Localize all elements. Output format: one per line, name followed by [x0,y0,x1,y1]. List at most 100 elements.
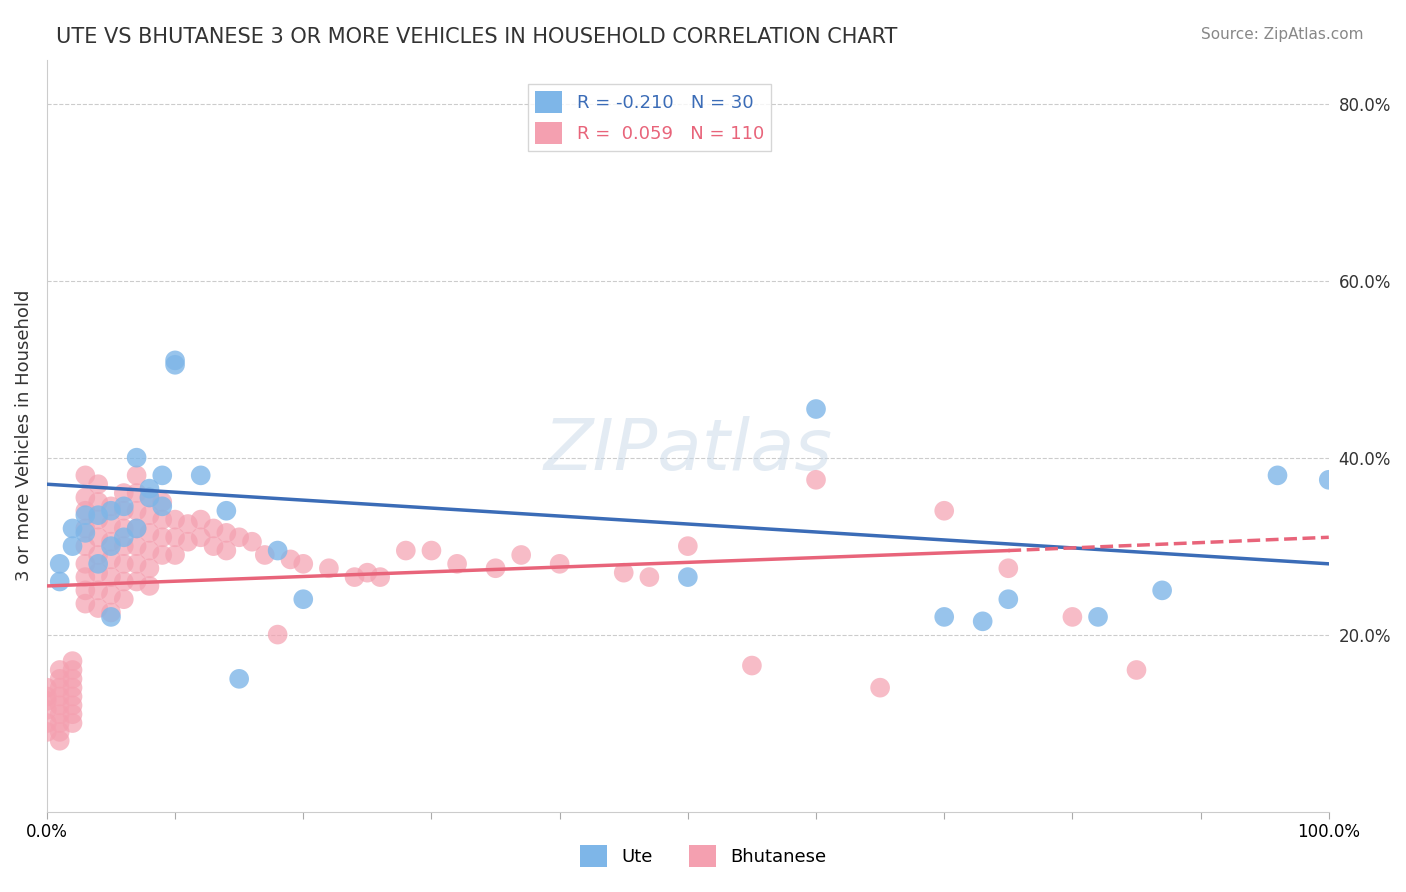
Point [100,500,122,514]
Point [62,690,84,704]
Point [125,504,148,518]
Point [150,500,173,514]
Point [100,570,122,584]
Legend: R = -0.210   N = 30, R =  0.059   N = 110: R = -0.210 N = 30, R = 0.059 N = 110 [527,84,770,151]
Point [100,534,122,549]
Point [48,733,70,747]
Point [62,521,84,535]
Point [62,707,84,722]
Point [997,592,1019,607]
Point [48,557,70,571]
Point [292,557,315,571]
Point [112,539,135,553]
Point [62,698,84,713]
Point [202,539,225,553]
Point [138,491,160,505]
Point [1087,610,1109,624]
Point [150,495,173,509]
Point [112,521,135,535]
Point [48,707,70,722]
Point [165,358,187,372]
Point [638,570,661,584]
Point [202,521,225,535]
Point [138,561,160,575]
Point [228,672,250,686]
Point [548,557,571,571]
Point [48,690,70,704]
Point [48,716,70,731]
Point [112,504,135,518]
Point [87,495,110,509]
Legend: Ute, Bhutanese: Ute, Bhutanese [572,838,834,874]
Point [343,570,366,584]
Point [215,543,238,558]
Point [87,548,110,562]
Point [934,504,956,518]
Point [368,570,391,584]
Point [62,654,84,668]
Point [165,530,187,544]
Point [125,539,148,553]
Point [125,486,148,500]
Point [177,516,200,531]
Point [150,513,173,527]
Point [75,468,97,483]
Point [356,566,378,580]
Point [35,681,58,695]
Point [446,557,468,571]
Point [228,530,250,544]
Point [138,525,160,540]
Point [280,552,302,566]
Point [676,539,699,553]
Point [112,592,135,607]
Point [165,513,187,527]
Point [318,561,340,575]
Point [125,574,148,589]
Text: UTE VS BHUTANESE 3 OR MORE VEHICLES IN HOUSEHOLD CORRELATION CHART: UTE VS BHUTANESE 3 OR MORE VEHICLES IN H… [56,27,897,46]
Point [420,543,443,558]
Point [48,681,70,695]
Point [484,561,506,575]
Point [292,592,315,607]
Point [138,482,160,496]
Point [100,588,122,602]
Point [48,672,70,686]
Point [62,672,84,686]
Point [75,491,97,505]
Point [100,610,122,624]
Point [87,557,110,571]
Point [100,504,122,518]
Point [75,539,97,553]
Point [62,681,84,695]
Point [215,504,238,518]
Y-axis label: 3 or more Vehicles in Household: 3 or more Vehicles in Household [15,290,32,582]
Point [138,543,160,558]
Point [190,530,212,544]
Point [804,402,827,417]
Point [1267,468,1289,483]
Point [997,561,1019,575]
Point [62,539,84,553]
Point [75,525,97,540]
Point [741,658,763,673]
Point [48,698,70,713]
Point [75,508,97,523]
Point [138,491,160,505]
Point [125,557,148,571]
Point [190,468,212,483]
Point [395,543,418,558]
Point [266,543,288,558]
Point [215,525,238,540]
Point [75,521,97,535]
Point [1062,610,1084,624]
Point [35,694,58,708]
Point [48,663,70,677]
Point [934,610,956,624]
Point [150,530,173,544]
Point [125,521,148,535]
Point [112,574,135,589]
Point [75,504,97,518]
Point [253,548,276,562]
Point [62,663,84,677]
Point [87,583,110,598]
